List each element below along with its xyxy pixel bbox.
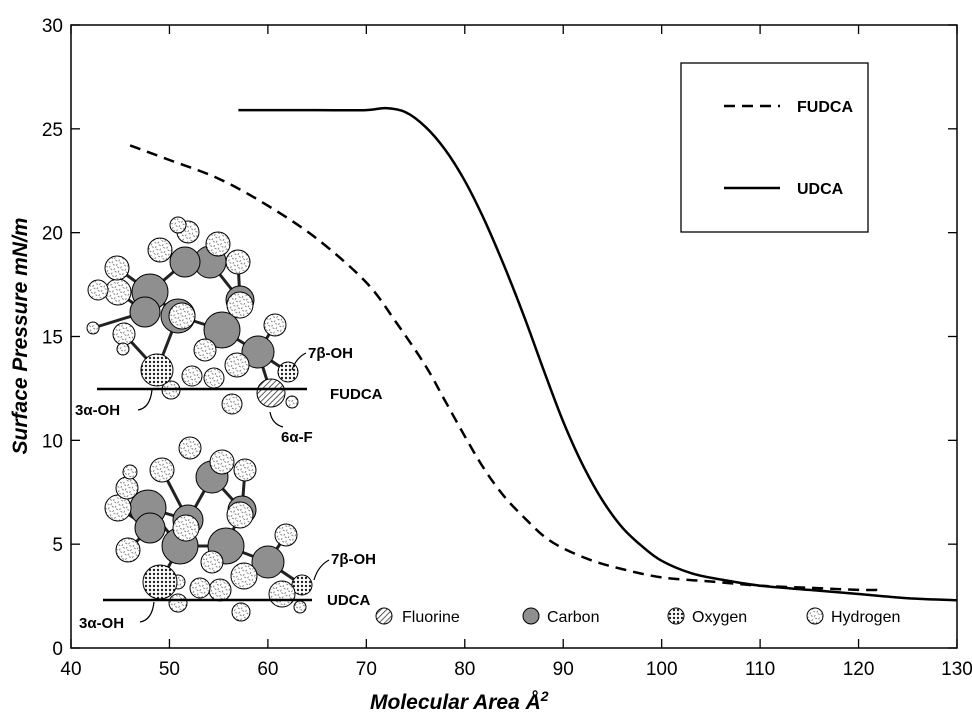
atom-legend-label-carbon: Carbon xyxy=(547,609,599,626)
hydrogen-atom-icon xyxy=(225,249,251,275)
x-tick-label-50: 50 xyxy=(159,659,180,680)
fudca-6a-f-label: 6α-F xyxy=(281,429,313,446)
series-line-udca xyxy=(238,106,958,602)
udca-molecule-label: UDCA xyxy=(327,592,370,609)
y-axis-label: Surface Pressure mN/m xyxy=(9,218,32,455)
hydrogen-atom-icon xyxy=(178,436,202,460)
hydrogen-atom-icon xyxy=(205,231,231,257)
carbon-atom-icon xyxy=(241,335,275,369)
x-axis-label: Molecular Area Å2 xyxy=(370,688,549,714)
fudca-3a-oh-leader xyxy=(137,389,153,411)
carbon-atom-icon xyxy=(169,246,201,278)
oxygen-atom-icon xyxy=(277,361,299,383)
udca-3a-oh-leader xyxy=(139,601,155,623)
hydrogen-atom-icon xyxy=(263,313,287,337)
hydrogen-atom-icon xyxy=(122,464,138,480)
hydrogen-atom-icon xyxy=(200,550,224,574)
y-tick-label-10: 10 xyxy=(42,431,63,452)
atom-legend-label-fluorine: Fluorine xyxy=(402,609,460,626)
hydrogen-atom-icon xyxy=(285,395,299,409)
x-tick-label-70: 70 xyxy=(356,659,377,680)
hydrogen-atom-icon xyxy=(226,291,254,319)
hydrogen-atom-icon xyxy=(231,602,251,622)
fudca-7b-oh-label: 7β-OH xyxy=(308,345,353,362)
fudca-3a-oh-label: 3α-OH xyxy=(75,402,120,419)
carbon-atom-icon xyxy=(251,545,285,579)
oxygen-atom-icon xyxy=(667,607,685,625)
x-tick-label-120: 120 xyxy=(843,659,875,680)
y-tick-label-30: 30 xyxy=(42,16,63,37)
x-tick-label-40: 40 xyxy=(60,659,81,680)
hydrogen-atom-icon xyxy=(149,457,175,483)
udca-molecule-illustration xyxy=(104,436,313,622)
y-tick-label-5: 5 xyxy=(52,535,63,556)
hydrogen-atom-icon xyxy=(115,537,141,563)
x-axis-ticks: 40 50 60 70 80 90 100 110 120 130 xyxy=(60,25,972,680)
hydrogen-atom-icon xyxy=(115,476,139,500)
legend-box xyxy=(680,62,869,233)
hydrogen-atom-icon xyxy=(116,342,130,356)
fudca-6a-f-leader xyxy=(269,411,284,428)
y-tick-label-0: 0 xyxy=(52,639,63,660)
hydrogen-atom-icon xyxy=(87,279,109,301)
fluorine-atom-icon xyxy=(256,378,286,408)
x-tick-label-130: 130 xyxy=(941,659,972,680)
fudca-molecule-label: FUDCA xyxy=(330,386,383,403)
hydrogen-atom-icon xyxy=(233,458,257,482)
y-tick-label-15: 15 xyxy=(42,328,63,349)
udca-7b-oh-leader xyxy=(313,559,330,581)
hydrogen-atom-icon xyxy=(189,577,211,599)
hydrogen-atom-icon xyxy=(274,523,298,547)
hydrogen-atom-icon xyxy=(193,338,217,362)
udca-7b-oh-label: 7β-OH xyxy=(331,551,376,568)
hydrogen-atom-icon xyxy=(203,367,225,389)
hydrogen-atom-icon xyxy=(181,365,203,387)
hydrogen-atom-icon xyxy=(806,607,824,625)
legend-label-udca: UDCA xyxy=(797,181,844,198)
x-tick-label-110: 110 xyxy=(745,659,775,680)
oxygen-atom-icon xyxy=(142,564,178,600)
x-tick-label-60: 60 xyxy=(257,659,278,680)
hydrogen-atom-icon xyxy=(221,393,243,415)
hydrogen-atom-icon xyxy=(224,352,250,378)
hydrogen-atom-icon xyxy=(230,562,258,590)
x-tick-label-100: 100 xyxy=(646,659,678,680)
hydrogen-atom-icon xyxy=(104,255,130,281)
legend-label-fudca: FUDCA xyxy=(797,99,853,116)
hydrogen-atom-icon xyxy=(293,600,307,614)
hydrogen-atom-icon xyxy=(104,278,132,306)
hydrogen-atom-icon xyxy=(86,321,100,335)
hydrogen-atom-icon xyxy=(208,578,232,602)
hydrogen-atom-icon xyxy=(169,216,187,234)
series-line-fudca xyxy=(129,144,879,592)
fudca-molecule-illustration xyxy=(86,216,299,415)
legend: FUDCA UDCA xyxy=(680,62,869,233)
hydrogen-atom-icon xyxy=(112,322,136,346)
x-tick-label-80: 80 xyxy=(454,659,475,680)
x-tick-label-90: 90 xyxy=(553,659,574,680)
hydrogen-atom-icon xyxy=(172,514,200,542)
atom-legend: Fluorine Carbon Oxygen Hydrogen xyxy=(375,607,900,626)
y-tick-label-25: 25 xyxy=(42,120,63,141)
atom-legend-label-oxygen: Oxygen xyxy=(692,609,747,626)
hydrogen-atom-icon xyxy=(168,593,188,613)
udca-3a-oh-label: 3α-OH xyxy=(79,615,124,632)
fluorine-atom-icon xyxy=(375,607,393,625)
hydrogen-atom-icon xyxy=(226,501,254,529)
carbon-atom-icon xyxy=(129,296,161,328)
atom-legend-label-hydrogen: Hydrogen xyxy=(831,609,900,626)
hydrogen-atom-icon xyxy=(268,580,296,608)
carbon-atom-icon xyxy=(203,311,241,349)
y-tick-label-20: 20 xyxy=(42,224,63,245)
hydrogen-atom-icon xyxy=(209,449,235,475)
oxygen-atom-icon xyxy=(140,353,174,387)
carbon-atom-icon xyxy=(134,512,166,544)
fudca-7b-oh-leader xyxy=(291,352,307,371)
carbon-atom-icon xyxy=(522,607,540,625)
hydrogen-atom-icon xyxy=(147,237,173,263)
y-axis-ticks: 0 5 10 15 20 25 30 xyxy=(42,16,957,660)
hydrogen-atom-icon xyxy=(168,302,196,330)
